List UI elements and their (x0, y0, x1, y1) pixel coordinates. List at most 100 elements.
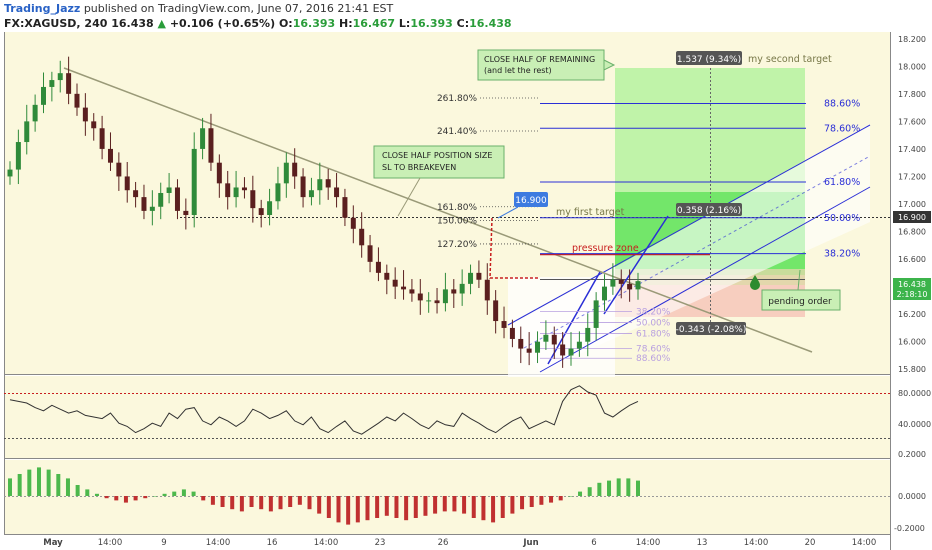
candle-body[interactable] (124, 176, 130, 191)
candle-body[interactable] (133, 190, 139, 198)
candle-body[interactable] (543, 334, 549, 342)
fib-level-label: 61.80% (824, 177, 860, 188)
candle-body[interactable] (174, 187, 180, 211)
candle-body[interactable] (308, 190, 314, 198)
candle-body[interactable] (57, 73, 63, 81)
candle-body[interactable] (241, 187, 247, 191)
candle-body[interactable] (375, 261, 381, 273)
note-close-half-remaining[interactable]: CLOSE HALF OF REMAINING (and let the res… (477, 49, 616, 81)
note-close-half-position[interactable]: CLOSE HALF POSITION SIZE SL TO BREAKEVEN (373, 145, 505, 217)
candle-body[interactable] (392, 279, 398, 287)
rsi-pane[interactable] (4, 376, 890, 458)
candle-body[interactable] (468, 272, 474, 284)
oscillator-histogram[interactable] (8, 467, 640, 525)
candle-body[interactable] (342, 197, 348, 218)
candle-body[interactable] (334, 187, 340, 198)
time-tick-label: 14:00 (636, 538, 661, 548)
candle-body[interactable] (275, 183, 281, 202)
candle-body[interactable] (417, 293, 423, 301)
candle-body[interactable] (49, 80, 55, 87)
impulse-leg-2[interactable] (603, 215, 669, 315)
candle-body[interactable] (618, 279, 624, 284)
candle-body[interactable] (7, 169, 13, 177)
candle-body[interactable] (602, 286, 608, 301)
histogram-bar (394, 496, 399, 518)
candle-body[interactable] (107, 148, 113, 163)
candle-body[interactable] (116, 162, 122, 177)
fib-extension-label: 127.20% (437, 240, 477, 250)
oscillator-pane[interactable] (4, 460, 890, 534)
candle-body[interactable] (568, 348, 574, 356)
candle-body[interactable] (24, 121, 30, 143)
histogram-bar (539, 496, 544, 505)
candle-body[interactable] (476, 272, 482, 280)
candle-body[interactable] (627, 283, 633, 290)
candles[interactable] (7, 56, 641, 368)
candle-body[interactable] (451, 289, 457, 294)
candle-body[interactable] (216, 162, 222, 184)
candle-body[interactable] (459, 283, 465, 294)
candle-body[interactable] (225, 183, 231, 198)
fib-level-label: 78.60% (824, 123, 860, 134)
candle-body[interactable] (576, 341, 582, 349)
candle-body[interactable] (442, 289, 448, 304)
candle-body[interactable] (426, 300, 432, 302)
candle-body[interactable] (99, 128, 105, 149)
candle-body[interactable] (434, 300, 440, 304)
candle-body[interactable] (593, 300, 599, 328)
histogram-bar (307, 496, 312, 510)
candle-body[interactable] (526, 348, 532, 353)
candle-body[interactable] (384, 272, 390, 280)
price-flag-16900[interactable]: 16.900 (497, 192, 548, 219)
candle-body[interactable] (300, 176, 306, 198)
candle-body[interactable] (158, 192, 164, 207)
candle-body[interactable] (493, 300, 499, 322)
candle-body[interactable] (535, 341, 541, 353)
candle-body[interactable] (585, 327, 591, 342)
candle-body[interactable] (501, 321, 507, 328)
note-position-line1: CLOSE HALF POSITION SIZE (382, 151, 492, 160)
candle-body[interactable] (91, 121, 97, 129)
candle-body[interactable] (149, 206, 155, 211)
candle-body[interactable] (32, 104, 38, 122)
downtrend-line[interactable] (63, 67, 813, 353)
candle-body[interactable] (40, 86, 46, 105)
candle-body[interactable] (484, 279, 490, 301)
candle-body[interactable] (401, 286, 407, 290)
candle-body[interactable] (551, 334, 557, 345)
candle-body[interactable] (350, 217, 356, 229)
pending-order-note[interactable]: pending order (761, 269, 841, 311)
candle-body[interactable] (560, 344, 566, 356)
channel-upper[interactable] (507, 124, 871, 326)
fib-levels[interactable]: 261.80% 241.40% 161.80% 150.00% 127.20% 88.60… (437, 94, 860, 364)
candle-body[interactable] (359, 228, 365, 246)
candle-body[interactable] (518, 338, 524, 349)
candle-body[interactable] (610, 279, 616, 287)
candle-body[interactable] (191, 148, 197, 216)
candle-body[interactable] (258, 208, 264, 216)
candle-body[interactable] (200, 128, 206, 149)
candle-body[interactable] (208, 128, 214, 163)
candle-body[interactable] (250, 190, 256, 209)
candle-body[interactable] (267, 201, 273, 216)
candle-body[interactable] (141, 197, 147, 211)
candle-body[interactable] (233, 187, 239, 198)
candle-body[interactable] (283, 162, 289, 184)
candle-body[interactable] (635, 281, 641, 290)
candle-body[interactable] (317, 179, 323, 191)
candle-body[interactable] (66, 73, 72, 94)
candle-body[interactable] (409, 289, 415, 294)
candle-body[interactable] (325, 179, 331, 188)
candle-body[interactable] (166, 187, 172, 193)
candle-body[interactable] (15, 142, 21, 170)
candle-body[interactable] (74, 93, 80, 108)
candle-body[interactable] (82, 107, 88, 122)
candle-body[interactable] (509, 327, 515, 339)
rsi-line[interactable] (9, 385, 639, 435)
fib-retracement-label: 88.60% (636, 354, 671, 364)
chart-canvas[interactable]: 261.80% 241.40% 161.80% 150.00% 127.20% 88.60… (0, 32, 932, 550)
author-link[interactable]: Trading_Jazz (4, 2, 81, 15)
candle-body[interactable] (183, 210, 189, 216)
candle-body[interactable] (292, 162, 298, 177)
candle-body[interactable] (367, 245, 373, 262)
